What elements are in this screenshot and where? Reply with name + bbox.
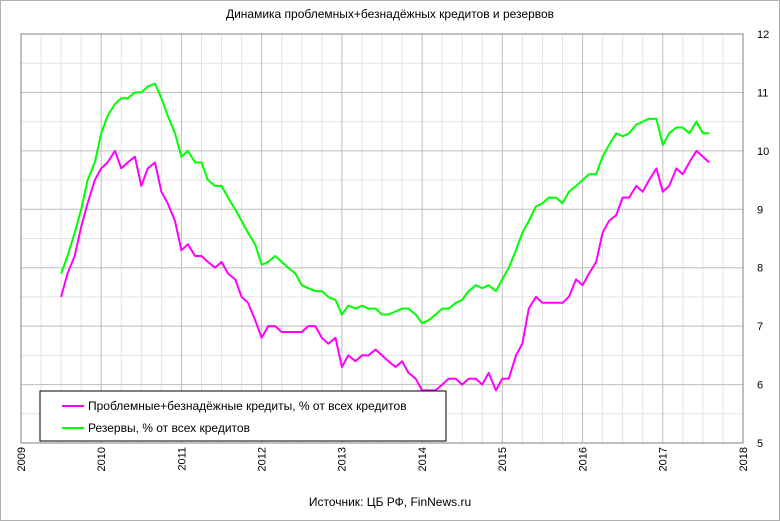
legend: Проблемные+безнадёжные кредиты, % от все… <box>39 390 447 442</box>
plot-area <box>20 33 744 444</box>
series-line-problem-loans <box>60 149 710 392</box>
y-tick-label: 6 <box>757 380 763 392</box>
x-tick-label: 2014 <box>417 447 429 471</box>
series-line-reserves <box>60 82 710 325</box>
y-tick-label: 10 <box>757 146 769 158</box>
y-tick-label: 5 <box>757 438 763 450</box>
chart-source: Источник: ЦБ РФ, FinNews.ru <box>308 495 472 509</box>
y-tick-label: 7 <box>757 321 763 333</box>
x-tick-label: 2015 <box>497 447 509 471</box>
y-tick-label: 8 <box>757 263 763 275</box>
y-tick-label: 9 <box>757 204 763 216</box>
y-tick-label: 12 <box>757 29 769 41</box>
x-tick-label: 2012 <box>257 447 269 471</box>
legend-label-problem-loans: Проблемные+безнадёжные кредиты, % от все… <box>88 399 407 413</box>
y-axis: 5 6 7 8 9 10 11 12 <box>757 29 769 450</box>
grid <box>20 33 744 444</box>
x-tick-label: 2013 <box>337 447 349 471</box>
x-tick-label: 2017 <box>658 447 670 471</box>
x-tick-label: 2011 <box>176 447 188 471</box>
x-tick-label: 2018 <box>738 447 750 471</box>
chart-title: Динамика проблемных+безнадёжных кредитов… <box>225 7 555 21</box>
y-tick-label: 11 <box>757 87 768 99</box>
series-group <box>60 82 710 392</box>
x-axis: 2009 2010 2011 2012 2013 2014 2015 2016 2017 2018 <box>16 447 750 471</box>
x-tick-label: 2016 <box>577 447 589 471</box>
legend-label-reserves: Резервы, % от всех кредитов <box>88 421 250 435</box>
legend-box <box>39 390 447 442</box>
x-tick-label: 2010 <box>96 447 108 471</box>
x-tick-label: 2009 <box>16 447 28 471</box>
